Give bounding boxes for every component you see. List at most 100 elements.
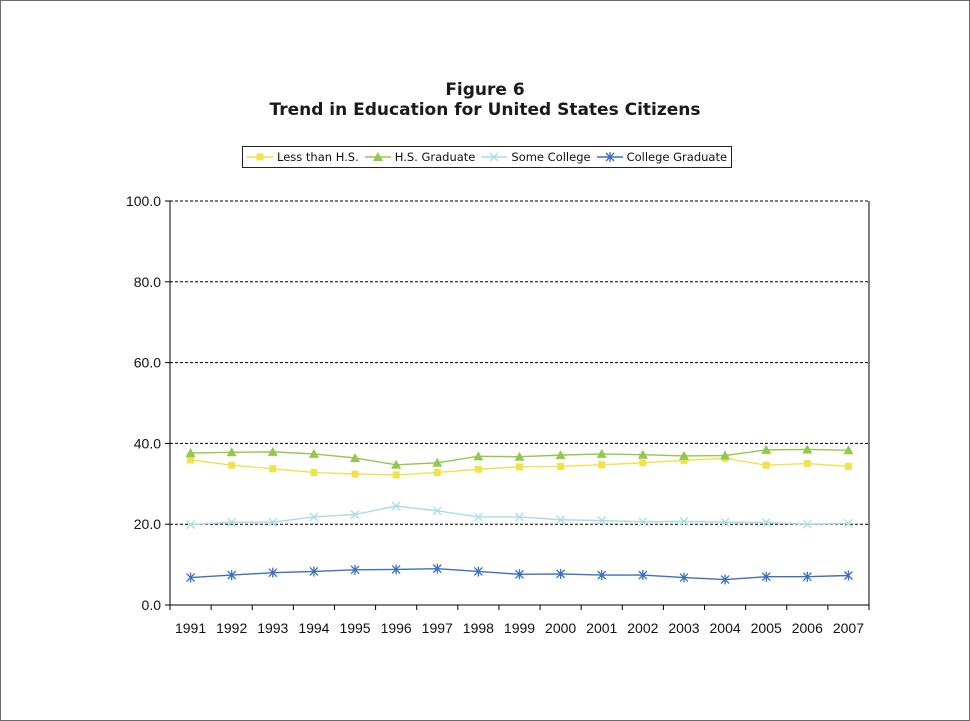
x-tick-label: 1995 bbox=[339, 620, 370, 636]
data-point-less-than-h-s bbox=[351, 470, 359, 478]
x-tick-label: 1993 bbox=[257, 620, 288, 636]
data-point-h-s-graduate bbox=[267, 446, 278, 456]
data-point-some-college bbox=[597, 516, 607, 526]
legend-item-h-s-graduate: H.S. Graduate bbox=[364, 150, 476, 164]
data-point-college-graduate bbox=[432, 563, 442, 574]
data-point-some-college bbox=[350, 510, 360, 519]
legend-swatch bbox=[596, 152, 623, 162]
legend-marker bbox=[605, 152, 615, 162]
y-tick-label: 60.0 bbox=[134, 355, 161, 371]
x-tick-label: 1998 bbox=[463, 620, 494, 636]
y-tick-label: 80.0 bbox=[134, 274, 161, 290]
x-tick-label: 2004 bbox=[710, 620, 741, 636]
data-point-college-graduate bbox=[391, 564, 401, 575]
data-point-h-s-graduate bbox=[761, 444, 772, 454]
data-point-less-than-h-s bbox=[844, 462, 852, 470]
legend-label: College Graduate bbox=[626, 150, 728, 164]
data-point-h-s-graduate bbox=[514, 451, 525, 461]
legend-label: Less than H.S. bbox=[277, 150, 359, 164]
x-tick-label: 2002 bbox=[627, 620, 658, 636]
legend-label: H.S. Graduate bbox=[394, 150, 476, 164]
data-point-less-than-h-s bbox=[639, 459, 647, 467]
data-point-h-s-graduate bbox=[473, 451, 484, 461]
data-point-h-s-graduate bbox=[226, 447, 237, 457]
data-point-some-college bbox=[761, 518, 771, 528]
x-tick-label: 1992 bbox=[216, 620, 247, 636]
data-point-college-graduate bbox=[556, 568, 566, 579]
x-tick-label: 1999 bbox=[504, 620, 535, 636]
y-tick-label: 20.0 bbox=[134, 516, 161, 532]
data-point-less-than-h-s bbox=[392, 471, 400, 479]
data-point-some-college bbox=[556, 515, 566, 525]
data-point-college-graduate bbox=[473, 566, 483, 577]
legend-marker bbox=[256, 153, 264, 161]
data-point-some-college bbox=[843, 518, 853, 528]
data-point-college-graduate bbox=[186, 572, 196, 583]
legend-item-less-than-h-s: Less than H.S. bbox=[247, 150, 359, 164]
x-tick-label: 1991 bbox=[175, 620, 206, 636]
figure-title: Trend in Education for United States Cit… bbox=[269, 100, 701, 120]
data-point-some-college bbox=[720, 517, 730, 527]
legend-swatch bbox=[364, 152, 391, 161]
legend-swatch bbox=[247, 153, 273, 161]
figure-heading: Figure 6 Trend in Education for United S… bbox=[0, 80, 970, 121]
data-point-h-s-graduate bbox=[185, 448, 196, 458]
data-point-some-college bbox=[309, 512, 319, 522]
data-point-h-s-graduate bbox=[350, 452, 361, 462]
data-point-h-s-graduate bbox=[802, 444, 813, 454]
legend-label: Some College bbox=[511, 150, 591, 164]
y-tick-label: 40.0 bbox=[134, 435, 161, 451]
legend-item-some-college: Some College bbox=[481, 150, 591, 164]
series-line-some-college bbox=[190, 505, 849, 526]
data-point-h-s-graduate bbox=[637, 449, 648, 459]
data-point-college-graduate bbox=[843, 570, 853, 581]
data-point-some-college bbox=[227, 517, 237, 527]
data-point-h-s-graduate bbox=[596, 448, 607, 458]
data-point-h-s-graduate bbox=[720, 450, 731, 460]
data-point-less-than-h-s bbox=[310, 468, 318, 476]
data-point-some-college bbox=[802, 519, 812, 529]
data-point-some-college bbox=[391, 501, 401, 511]
data-point-college-graduate bbox=[350, 564, 360, 575]
data-point-some-college bbox=[473, 512, 483, 522]
y-tick-label: 100.0 bbox=[126, 193, 161, 209]
data-point-college-graduate bbox=[761, 571, 771, 582]
data-point-college-graduate bbox=[268, 567, 278, 578]
data-point-college-graduate bbox=[679, 572, 689, 583]
data-point-college-graduate bbox=[802, 571, 812, 582]
figure-label: Figure 6 bbox=[445, 80, 525, 100]
data-point-college-graduate bbox=[638, 570, 648, 581]
data-point-less-than-h-s bbox=[474, 465, 482, 473]
data-point-less-than-h-s bbox=[762, 461, 770, 469]
legend-marker bbox=[372, 152, 383, 161]
data-point-some-college bbox=[432, 506, 442, 516]
data-point-less-than-h-s bbox=[269, 465, 277, 473]
x-tick-label: 2005 bbox=[751, 620, 782, 636]
data-point-college-graduate bbox=[720, 574, 730, 585]
x-tick-label: 1997 bbox=[422, 620, 453, 636]
chart-legend: Less than H.S. H.S. Graduate Some College C… bbox=[242, 146, 733, 168]
data-point-college-graduate bbox=[597, 570, 607, 581]
legend-item-college-graduate: College Graduate bbox=[596, 150, 728, 164]
data-point-less-than-h-s bbox=[557, 462, 565, 470]
data-point-some-college bbox=[186, 520, 196, 530]
data-point-h-s-graduate bbox=[678, 450, 689, 460]
data-point-h-s-graduate bbox=[391, 459, 402, 469]
data-point-less-than-h-s bbox=[187, 456, 195, 464]
data-point-less-than-h-s bbox=[228, 461, 236, 469]
data-point-less-than-h-s bbox=[680, 456, 688, 464]
data-point-college-graduate bbox=[227, 570, 237, 581]
data-point-less-than-h-s bbox=[803, 460, 811, 468]
x-tick-label: 1994 bbox=[298, 620, 329, 636]
data-point-h-s-graduate bbox=[432, 457, 443, 467]
data-point-less-than-h-s bbox=[598, 461, 606, 469]
y-tick-label: 0.0 bbox=[142, 597, 162, 613]
data-point-college-graduate bbox=[309, 566, 319, 577]
x-tick-label: 1996 bbox=[381, 620, 412, 636]
x-tick-label: 2007 bbox=[833, 620, 864, 636]
x-tick-label: 2000 bbox=[545, 620, 576, 636]
x-tick-label: 2006 bbox=[792, 620, 823, 636]
data-point-some-college bbox=[268, 517, 278, 527]
